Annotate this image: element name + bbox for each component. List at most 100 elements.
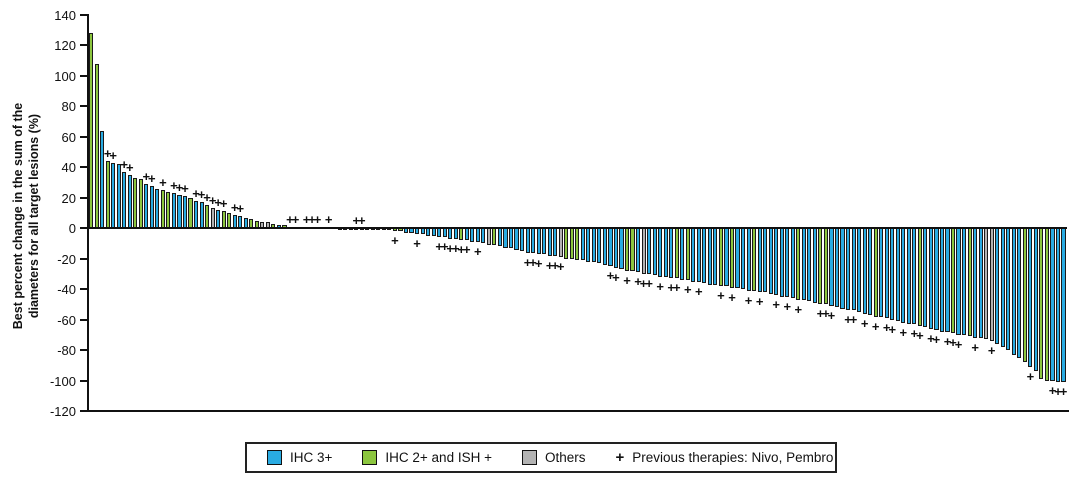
waterfall-bar: [934, 228, 939, 331]
waterfall-bar: [785, 228, 790, 297]
waterfall-bar: [641, 228, 646, 274]
previous-therapy-marker: +: [197, 187, 206, 203]
waterfall-bar: [453, 228, 458, 239]
y-tick-label: 0: [68, 221, 76, 237]
waterfall-bar: [928, 228, 933, 329]
previous-therapy-marker: +: [457, 242, 466, 258]
previous-therapy-marker: +: [352, 213, 361, 229]
previous-therapy-marker: +: [313, 212, 322, 228]
waterfall-bar: [193, 200, 199, 229]
waterfall-bar: [680, 228, 685, 280]
y-tick-label: -60: [57, 312, 76, 328]
legend-label-previous-therapies: Previous therapies: Nivo, Pembro: [632, 450, 834, 465]
y-tick-label: 140: [54, 8, 76, 23]
waterfall-bar: [564, 228, 569, 259]
waterfall-bar: [735, 228, 740, 288]
previous-therapy-marker: +: [236, 201, 245, 217]
waterfall-bar: [1039, 228, 1044, 379]
previous-therapy-marker: +: [971, 339, 979, 355]
waterfall-bar: [464, 228, 469, 241]
waterfall-bar: [177, 194, 182, 229]
waterfall-bar: [702, 228, 707, 284]
waterfall-bar: [862, 228, 867, 314]
previous-therapy-marker: +: [949, 335, 957, 351]
waterfall-bar: [426, 228, 431, 236]
waterfall-bar: [122, 171, 127, 229]
waterfall-bar: [216, 209, 221, 229]
waterfall-bar: [774, 228, 779, 296]
previous-therapy-marker: +: [606, 268, 615, 284]
waterfall-bar: [475, 228, 480, 242]
waterfall-bar: [437, 228, 442, 238]
waterfall-bar: [542, 228, 547, 255]
y-tick-mark: [80, 105, 87, 108]
waterfall-bar: [531, 228, 536, 253]
previous-therapy-marker: +: [899, 324, 908, 340]
previous-therapy-marker: +: [672, 280, 681, 296]
y-tick-mark: [80, 166, 87, 169]
waterfall-bar: [619, 228, 624, 270]
previous-therapy-marker: +: [219, 196, 228, 212]
waterfall-bar: [1033, 228, 1038, 372]
waterfall-bar: [647, 228, 652, 274]
ihc2-ish-swatch-icon: [362, 450, 378, 465]
previous-therapy-marker: +: [462, 242, 471, 258]
previous-therapy-marker: +: [159, 175, 167, 191]
waterfall-bar: [884, 228, 889, 319]
waterfall-bar: [586, 228, 591, 262]
waterfall-bar: [160, 190, 165, 229]
previous-therapy-marker: +: [954, 336, 963, 352]
previous-therapy-marker: +: [534, 256, 543, 272]
waterfall-bar: [171, 193, 176, 229]
waterfall-bar: [514, 228, 519, 250]
y-tick-mark: [80, 257, 87, 260]
previous-therapy-marker: +: [446, 240, 454, 256]
plus-marker-icon: +: [615, 449, 625, 466]
waterfall-bar: [812, 228, 817, 303]
others-swatch-icon: [521, 450, 537, 465]
waterfall-bar: [481, 228, 486, 244]
waterfall-bar: [575, 228, 580, 261]
previous-therapy-marker: +: [208, 193, 217, 209]
waterfall-bar: [508, 228, 514, 249]
waterfall-bar: [752, 228, 757, 291]
legend-item-ihc2-ish: IHC 2+ and ISH +: [362, 450, 492, 465]
waterfall-bar: [608, 228, 613, 267]
waterfall-bar: [707, 228, 712, 285]
y-tick-mark: [80, 44, 87, 47]
waterfall-bar: [111, 162, 116, 229]
waterfall-bar: [912, 228, 917, 325]
waterfall-bar: [729, 228, 735, 288]
previous-therapy-marker: +: [181, 181, 189, 197]
previous-therapy-marker: +: [308, 211, 316, 227]
previous-therapy-marker: +: [103, 146, 112, 162]
waterfall-bar: [636, 228, 641, 273]
waterfall-bar: [857, 228, 862, 312]
waterfall-bar: [155, 188, 160, 229]
y-tick-mark: [80, 227, 87, 230]
waterfall-bar: [613, 228, 619, 268]
previous-therapy-marker: +: [109, 147, 117, 163]
previous-therapy-marker: +: [888, 321, 897, 337]
previous-therapy-marker: +: [435, 239, 443, 255]
zero-baseline: [89, 227, 1067, 230]
waterfall-bar: [431, 228, 436, 236]
waterfall-bar: [525, 228, 530, 253]
waterfall-bar: [873, 228, 878, 317]
waterfall-bar: [674, 228, 679, 279]
previous-therapy-marker: +: [910, 326, 919, 342]
waterfall-bar: [995, 228, 1000, 344]
waterfall-bar: [448, 228, 453, 239]
waterfall-bar: [547, 228, 552, 256]
previous-therapy-marker: +: [391, 233, 399, 249]
previous-therapy-marker: +: [623, 272, 631, 288]
waterfall-bar: [166, 191, 171, 229]
previous-therapy-marker: +: [545, 257, 554, 273]
y-tick-label: -100: [49, 373, 76, 389]
previous-therapy-marker: +: [667, 280, 676, 296]
previous-therapy-marker: +: [612, 269, 620, 285]
waterfall-bar: [1055, 228, 1061, 383]
waterfall-bar: [823, 228, 828, 305]
previous-therapy-marker: +: [523, 254, 532, 270]
previous-therapy-marker: +: [120, 156, 128, 172]
